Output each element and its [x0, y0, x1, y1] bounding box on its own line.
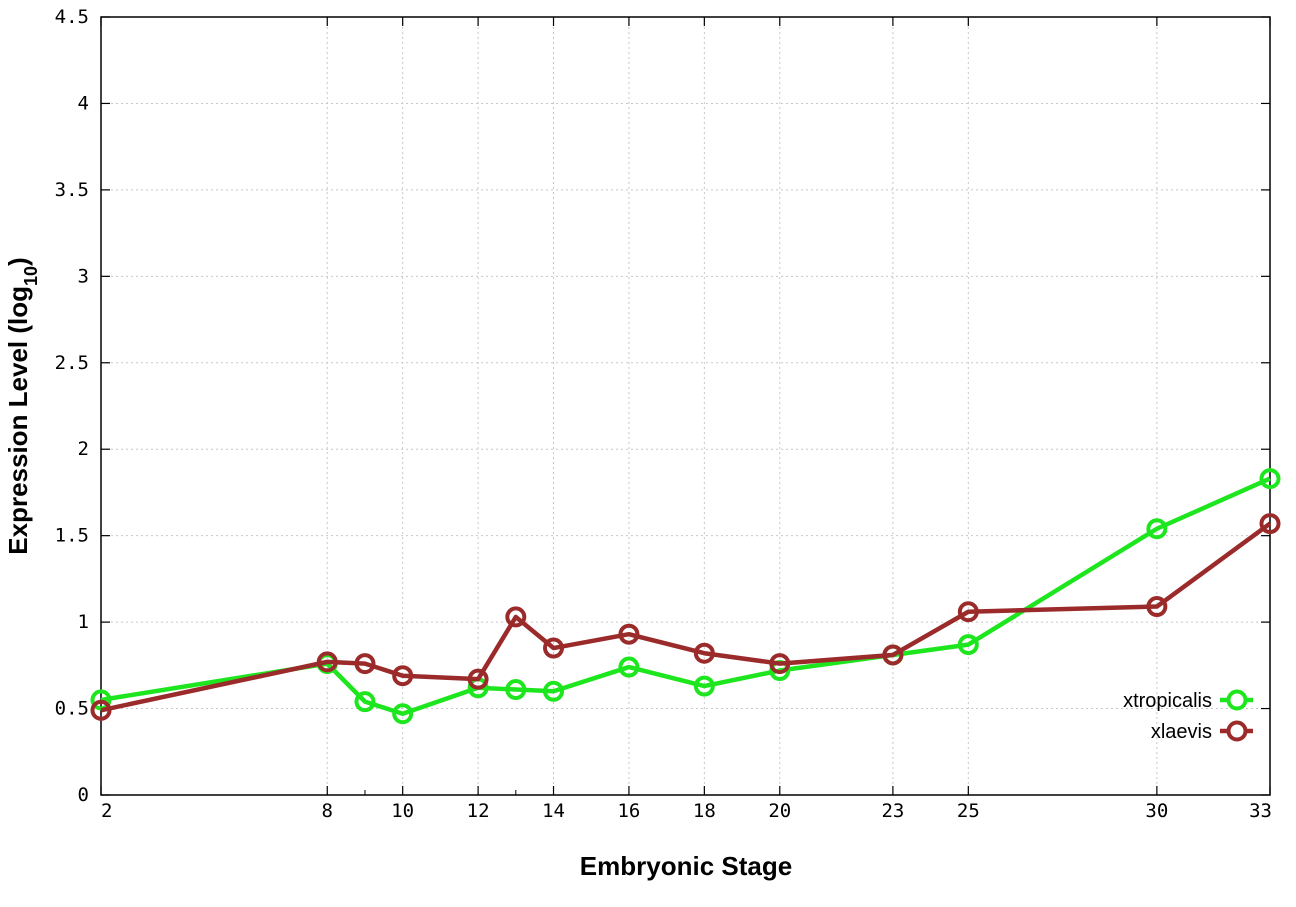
y-axis-title-main: Expression Level (log: [3, 286, 33, 555]
data-point-xlaevis: [505, 606, 527, 628]
plot-border: [100, 16, 1271, 796]
x-tick-label: 25: [957, 800, 980, 822]
data-point-xtropicalis: [1146, 518, 1168, 540]
y-tick-label: 0.5: [55, 698, 89, 720]
data-point-xtropicalis: [618, 656, 640, 678]
y-tick-label: 1: [78, 611, 89, 633]
data-point-xlaevis: [1146, 596, 1168, 618]
y-axis-title-subscript: 10: [21, 266, 41, 286]
data-point-xlaevis: [1259, 513, 1281, 535]
legend-label: xtropicalis: [1123, 690, 1212, 712]
y-tick-label: 4.5: [55, 6, 89, 28]
x-axis-title: Embryonic Stage: [580, 851, 792, 881]
data-point-xlaevis: [618, 623, 640, 645]
y-tick-label: 3.5: [55, 179, 89, 201]
data-point-xtropicalis: [354, 691, 376, 713]
axes: [100, 16, 1271, 796]
y-tick-label: 3: [78, 265, 89, 287]
x-tick-label: 23: [881, 800, 904, 822]
data-point-xlaevis: [354, 653, 376, 675]
data-point-xlaevis: [316, 651, 338, 673]
legend-entry-xtropicalis: xtropicalis: [1123, 689, 1253, 712]
ticks: 0 0.5 1 1.5 2 2.5 3 3.5 4 4.5 2 8 10 12 14 16 18 20 23 25 30…: [55, 6, 1272, 822]
legend-label: xlaevis: [1151, 721, 1212, 743]
x-tick-label: 33: [1249, 800, 1272, 822]
data-point-xtropicalis: [693, 675, 715, 697]
x-tick-label: 14: [542, 800, 565, 822]
series-xlaevis: [90, 513, 1281, 721]
data-point-xlaevis: [957, 601, 979, 623]
x-tick-label: 10: [391, 800, 414, 822]
legend-entry-xlaevis: xlaevis: [1151, 720, 1253, 743]
legend: xtropicalis xlaevis: [1123, 689, 1253, 743]
x-tick-label: 18: [693, 800, 716, 822]
series-layer: [90, 468, 1281, 725]
data-point-xlaevis: [543, 637, 565, 659]
data-point-xtropicalis: [505, 679, 527, 701]
data-point-xlaevis: [769, 653, 791, 675]
data-point-xlaevis: [467, 668, 489, 690]
data-point-xlaevis: [392, 665, 414, 687]
x-tick-label: 20: [768, 800, 791, 822]
y-tick-label: 1.5: [55, 525, 89, 547]
data-point-xtropicalis: [1259, 468, 1281, 490]
data-point-xlaevis: [882, 644, 904, 666]
y-tick-label: 4: [78, 92, 89, 114]
data-point-xtropicalis: [392, 703, 414, 725]
data-point-xlaevis: [90, 699, 112, 721]
x-tick-label: 2: [101, 800, 112, 822]
y-tick-label: 2: [78, 438, 89, 460]
y-axis-title: Expression Level (log10): [3, 257, 41, 554]
data-point-xtropicalis: [543, 680, 565, 702]
y-tick-label: 2.5: [55, 352, 89, 374]
y-axis-title-close: ): [3, 257, 33, 266]
legend-marker: [1226, 689, 1248, 711]
y-tick-label: 0: [78, 784, 89, 806]
x-tick-label: 8: [322, 800, 333, 822]
data-point-xtropicalis: [957, 634, 979, 656]
data-point-xlaevis: [693, 642, 715, 664]
x-tick-label: 30: [1145, 800, 1168, 822]
x-tick-label: 16: [617, 800, 640, 822]
legend-marker: [1226, 720, 1248, 742]
x-tick-label: 12: [467, 800, 490, 822]
